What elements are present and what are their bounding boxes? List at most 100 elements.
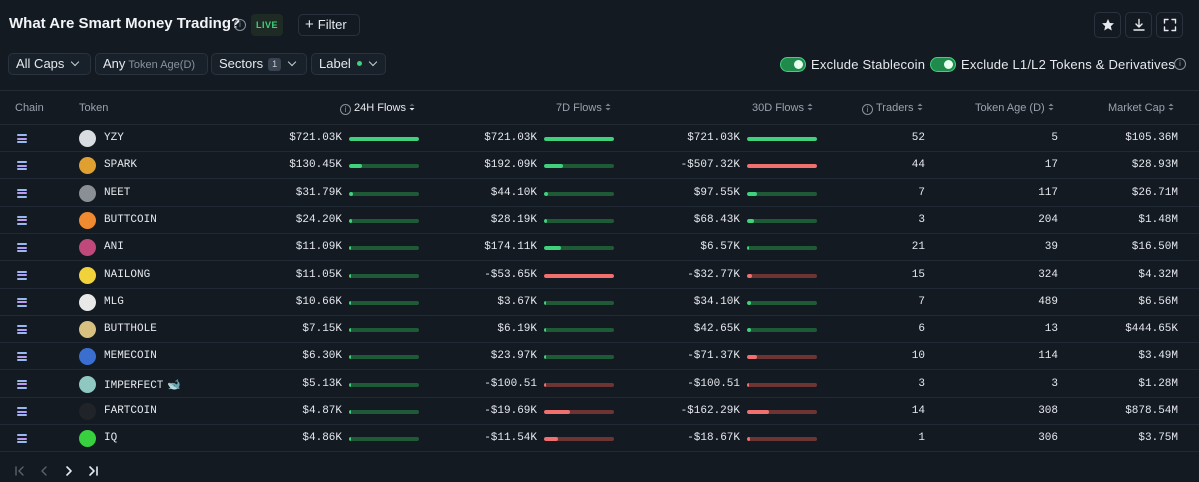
token-name[interactable]: BUTTCOIN <box>104 214 157 226</box>
col-chain: Chain <box>15 102 44 114</box>
table-row[interactable]: IQ $4.86K -$11.54K -$18.67K 1 306 $3.75M <box>0 425 1199 453</box>
token-logo-icon <box>79 348 96 366</box>
token-name[interactable]: IMPERFECT 🐋 <box>104 378 181 392</box>
chain-stripe <box>17 441 27 444</box>
flow-24h-bar-fill <box>349 137 419 141</box>
token-logo-icon <box>79 266 96 284</box>
title-info-icon[interactable]: i <box>234 19 246 31</box>
table-header: Chain Token i 24H Flows 7D Flows 30D Flow… <box>0 90 1199 125</box>
sort-desc-icon <box>409 102 415 115</box>
flow-7d-value: $192.09K <box>484 159 537 172</box>
col-market-cap[interactable]: Market Cap <box>1108 102 1174 115</box>
flow-7d-bar <box>544 191 614 196</box>
col-24h-flows[interactable]: i 24H Flows <box>340 102 415 115</box>
flow-24h-bar <box>349 437 419 442</box>
flow-24h-value: $7.15K <box>302 323 342 336</box>
favorite-button[interactable] <box>1094 12 1121 38</box>
flow-30d-value: -$507.32K <box>680 159 740 172</box>
flow-30d-value: -$32.77K <box>687 268 740 281</box>
table-row[interactable]: MLG $10.66K $3.67K $34.10K 7 489 $6.56M <box>0 289 1199 316</box>
first-page-icon[interactable] <box>13 464 27 478</box>
token-name[interactable]: MLG <box>104 296 124 308</box>
market-cap-value: $1.48M <box>1138 213 1178 226</box>
col-7d-flows[interactable]: 7D Flows <box>556 102 611 115</box>
flow-24h-value: $10.66K <box>295 295 342 308</box>
col-30d-flows[interactable]: 30D Flows <box>752 102 813 115</box>
label-dropdown[interactable]: Label <box>311 53 386 75</box>
flow-24h-value: $11.09K <box>295 241 342 254</box>
flow-24h-bar-fill <box>349 410 351 414</box>
flow-7d-bar <box>544 218 614 223</box>
flow-7d-bar <box>544 382 614 387</box>
download-button[interactable] <box>1125 12 1152 38</box>
flow-24h-bar <box>349 191 419 196</box>
col-traders[interactable]: i Traders <box>862 102 923 115</box>
token-name[interactable]: NEET <box>104 187 130 199</box>
table-row[interactable]: BUTTCOIN $24.20K $28.19K $68.43K 3 204 $1.48M <box>0 207 1199 234</box>
token-name[interactable]: FARTCOIN <box>104 405 157 417</box>
table-row[interactable]: ANI $11.09K $174.11K $6.57K 21 39 $16.50M <box>0 234 1199 262</box>
token-name[interactable]: MEMECOIN <box>104 350 157 362</box>
flow-30d-value: $6.57K <box>700 241 740 254</box>
exclude-info-icon[interactable]: i <box>1174 58 1186 70</box>
token-name[interactable]: IQ <box>104 432 117 444</box>
flow-24h-bar <box>349 218 419 223</box>
table-row[interactable]: NAILONG $11.05K -$53.65K -$32.77K 15 324 $4.32… <box>0 262 1199 289</box>
flow-7d-value: $174.11K <box>484 241 537 254</box>
flow-24h-bar-fill <box>349 164 362 169</box>
flow-7d-bar <box>544 246 614 251</box>
flow-24h-value: $5.13K <box>302 377 342 390</box>
solana-chain-icon <box>17 407 27 416</box>
flow-24h-bar <box>349 246 419 251</box>
chain-stripe <box>17 352 27 355</box>
flow-7d-value: -$19.69K <box>484 405 537 417</box>
table-row[interactable]: FARTCOIN $4.87K -$19.69K -$162.29K 14 308 $878… <box>0 398 1199 425</box>
table-row[interactable]: NEET $31.79K $44.10K $97.55K 7 117 $26.71M <box>0 180 1199 207</box>
flow-30d-bar <box>747 218 817 223</box>
table-row[interactable]: MEMECOIN $6.30K $23.97K -$71.37K 10 114 $3.49M <box>0 343 1199 371</box>
chain-stripe <box>17 161 27 164</box>
flow-24h-value: $721.03K <box>289 132 342 144</box>
col-7d-flows-label: 7D Flows <box>556 102 602 114</box>
token-name[interactable]: NAILONG <box>104 269 150 281</box>
exclude-l1l2-toggle[interactable] <box>930 57 956 72</box>
token-logo-icon <box>79 375 96 393</box>
market-cap-value: $3.49M <box>1138 350 1178 363</box>
flow-30d-value: $42.65K <box>693 323 740 336</box>
flow-30d-bar <box>747 137 817 141</box>
filter-button[interactable]: + Filter <box>298 14 360 36</box>
token-name[interactable]: BUTTHOLE <box>104 323 157 335</box>
table-row[interactable]: IMPERFECT 🐋 $5.13K -$100.51 -$100.51 3 3 $1.28M <box>0 371 1199 398</box>
traders-value: 15 <box>911 268 925 281</box>
flow-7d-bar <box>544 164 614 169</box>
col-token-age[interactable]: Token Age (D) <box>975 102 1054 115</box>
token-name[interactable]: SPARK <box>104 159 137 171</box>
flow-7d-bar-fill <box>544 246 561 251</box>
token-age-value: 39 <box>1044 241 1058 254</box>
flow-30d-value: -$71.37K <box>687 350 740 363</box>
last-page-icon[interactable] <box>86 464 100 478</box>
exclude-stablecoin-toggle[interactable] <box>780 57 806 72</box>
flow-30d-bar-fill <box>747 437 750 442</box>
fullscreen-button[interactable] <box>1156 12 1183 38</box>
token-age-dropdown[interactable]: Any Token Age(D) <box>95 53 208 75</box>
market-cap-value: $444.65K <box>1125 323 1178 336</box>
table-row[interactable]: YZY $721.03K $721.03K $721.03K 52 5 $105.36M <box>0 125 1199 152</box>
sort-icon <box>1048 102 1054 115</box>
chain-stripe <box>17 250 27 253</box>
token-name[interactable]: ANI <box>104 241 124 253</box>
token-name[interactable]: YZY <box>104 132 124 144</box>
flow-7d-bar-fill <box>544 328 546 333</box>
flow-7d-value: -$53.65K <box>484 268 537 281</box>
token-symbol: MLG <box>104 295 124 308</box>
chevron-down-icon <box>71 57 80 67</box>
table-row[interactable]: SPARK $130.45K $192.09K -$507.32K 44 17 $28.93… <box>0 152 1199 180</box>
prev-page-icon[interactable] <box>37 464 51 478</box>
sectors-dropdown[interactable]: Sectors 1 <box>211 53 307 75</box>
caps-dropdown[interactable]: All Caps <box>8 53 91 75</box>
flow-7d-bar <box>544 137 614 141</box>
next-page-icon[interactable] <box>62 464 76 478</box>
sort-icon <box>807 102 813 115</box>
table-row[interactable]: BUTTHOLE $7.15K $6.19K $42.65K 6 13 $444.65K <box>0 316 1199 344</box>
chain-stripe <box>17 437 27 440</box>
